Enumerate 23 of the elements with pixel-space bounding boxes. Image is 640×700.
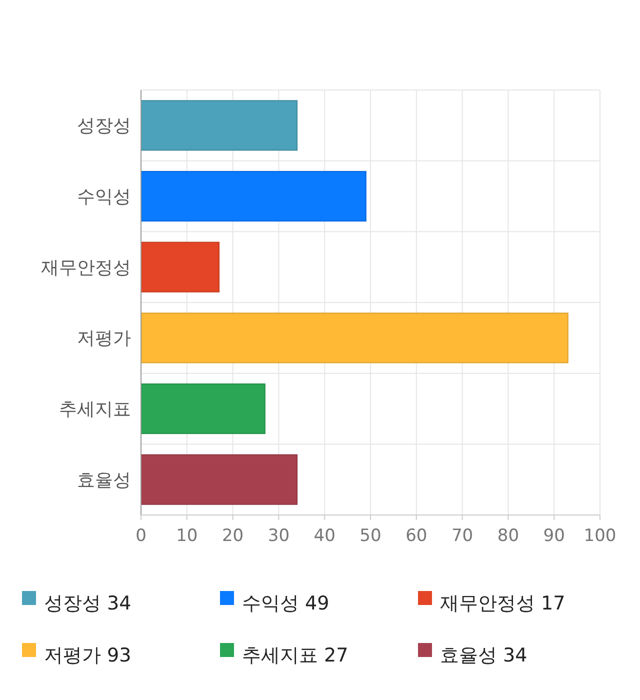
legend-label: 저평가 93 [44,644,132,667]
legend-label: 재무안정성 17 [440,592,566,615]
legend-label: 수익성 49 [242,592,330,615]
legend-label: 효율성 34 [440,644,528,667]
y-tick-label: 수익성 [77,186,131,208]
x-tick-label: 10 [176,526,198,546]
y-tick-label: 재무안정성 [41,257,131,278]
x-tick-label: 20 [222,526,244,546]
x-tick-label: 90 [543,526,565,546]
x-tick-label: 40 [314,526,336,546]
x-tick-label: 50 [360,526,382,546]
x-tick-label: 70 [451,526,474,546]
x-tick-label: 30 [268,526,290,546]
y-tick-label: 추세지표 [59,399,131,420]
x-tick-label: 0 [136,526,146,546]
y-tick-label: 성장성 [77,116,131,137]
legend-label: 추세지표 27 [242,644,348,667]
legend-label: 성장성 34 [44,592,132,615]
y-tick-label: 저평가 [77,328,131,350]
x-tick-label: 80 [497,526,520,546]
x-tick-label: 60 [406,526,428,546]
x-tick-label: 100 [584,526,616,546]
y-tick-label: 효율성 [77,470,131,491]
